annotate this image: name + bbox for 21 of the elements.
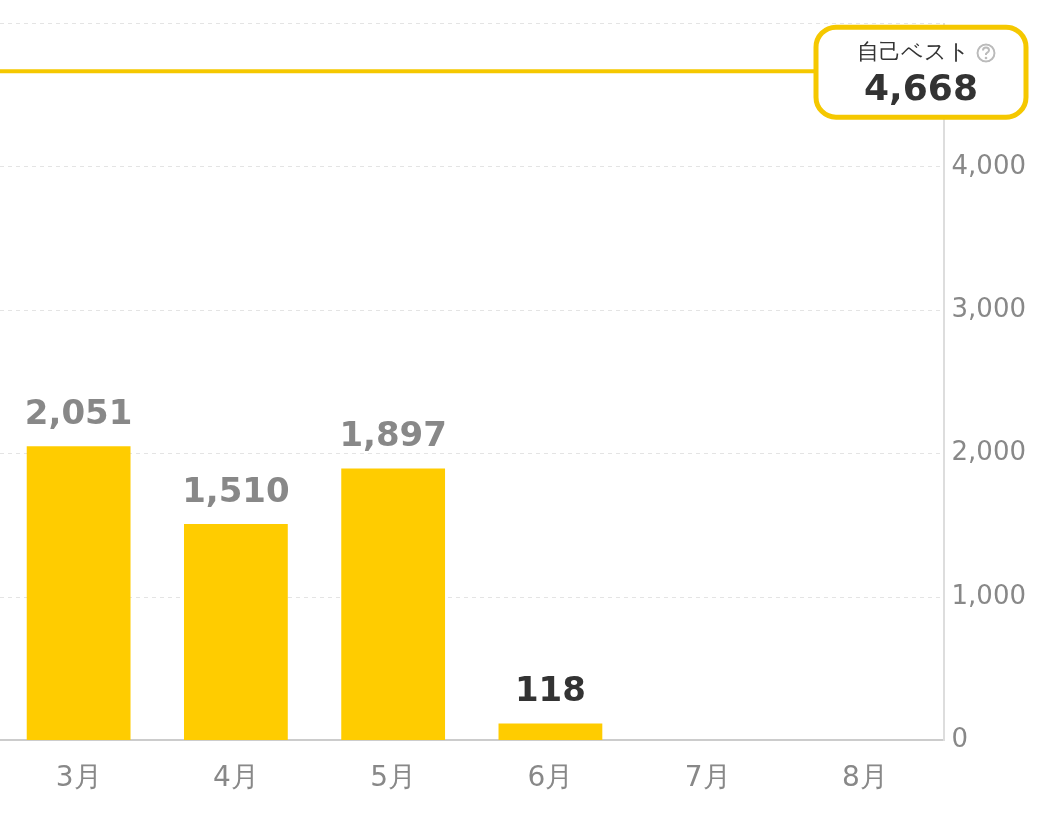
bar [26, 446, 131, 740]
x-tick-label: 7月 [684, 760, 731, 794]
data-label: 2,051 [24, 392, 133, 433]
x-tick-label: 3月 [55, 760, 102, 794]
annotation: 4,668 [864, 66, 978, 108]
y-tick-label: 3,000 [951, 293, 1026, 324]
ref-line-label: 自己ベスト [856, 38, 970, 64]
data-label: 118 [514, 669, 586, 710]
bar [184, 523, 288, 740]
y-tick-label: 1,000 [951, 579, 1026, 610]
x-tick-label: 6月 [527, 760, 574, 794]
bar [498, 723, 603, 740]
y-tick-label: 0 [951, 723, 969, 754]
x-tick-label: 8月 [842, 760, 888, 794]
data-label: 1,897 [339, 414, 447, 455]
data-label: 1,510 [182, 469, 290, 510]
x-tick-label: 5月 [370, 760, 417, 794]
y-tick-label: 4,000 [951, 149, 1026, 180]
x-tick-label: 4月 [212, 760, 259, 794]
bar [341, 468, 446, 740]
y-tick-label: 2,000 [951, 436, 1026, 467]
